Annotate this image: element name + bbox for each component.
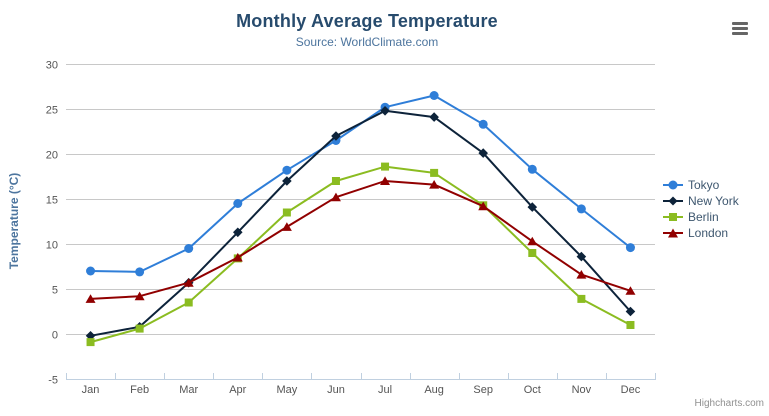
data-point-london[interactable] <box>183 278 194 287</box>
data-point-tokyo[interactable] <box>429 91 439 100</box>
data-point-berlin[interactable] <box>528 249 537 257</box>
square-marker-icon <box>663 213 683 221</box>
data-point-new-york[interactable] <box>85 331 96 341</box>
data-point-tokyo[interactable] <box>233 199 243 208</box>
data-point-tokyo[interactable] <box>478 119 488 129</box>
legend-item-label: London <box>688 226 729 240</box>
x-axis-label: Oct <box>524 384 541 396</box>
data-point-tokyo[interactable] <box>576 204 586 214</box>
data-point-tokyo[interactable] <box>135 267 145 277</box>
x-axis-label: Sep <box>473 384 493 396</box>
chart-subtitle: Source: WorldClimate.com <box>295 35 439 49</box>
data-point-new-york[interactable] <box>625 306 636 317</box>
y-axis-label: -5 <box>48 375 58 387</box>
data-point-berlin[interactable] <box>86 338 95 347</box>
data-point-berlin[interactable] <box>430 168 439 177</box>
data-point-new-york[interactable] <box>331 131 341 141</box>
diamond-marker-icon <box>663 196 683 206</box>
circle-marker-icon <box>663 180 683 190</box>
data-point-london[interactable] <box>281 222 292 231</box>
legend-item-tokyo[interactable]: Tokyo <box>663 177 739 193</box>
series-line-london <box>89 180 632 300</box>
data-point-london[interactable] <box>478 201 489 211</box>
y-axis-label: 20 <box>46 150 58 162</box>
x-axis-label: Dec <box>621 384 641 396</box>
x-axis-label: Jun <box>327 384 345 396</box>
data-point-new-york[interactable] <box>478 148 489 158</box>
legend-item-london[interactable]: London <box>663 225 739 241</box>
data-point-new-york[interactable] <box>380 106 390 116</box>
data-point-berlin[interactable] <box>577 294 586 303</box>
data-point-tokyo[interactable] <box>184 244 194 253</box>
data-point-london[interactable] <box>625 286 636 295</box>
legend: Tokyo New York Berlin London <box>663 177 739 241</box>
data-point-london[interactable] <box>576 270 587 279</box>
hamburger-menu-icon <box>732 21 748 35</box>
series-line-new-york <box>89 109 632 337</box>
data-point-london[interactable] <box>380 176 391 185</box>
series-line-berlin <box>89 165 632 344</box>
y-axis-label: 10 <box>46 240 58 252</box>
highcharts-credits-link[interactable]: Highcharts.com <box>694 398 764 409</box>
x-axis-label: Mar <box>179 384 198 396</box>
data-point-tokyo[interactable] <box>282 165 292 175</box>
series-line-tokyo <box>89 94 632 273</box>
legend-item-berlin[interactable]: Berlin <box>663 209 739 225</box>
triangle-marker-icon <box>663 228 683 238</box>
x-axis-label: Feb <box>130 384 149 396</box>
legend-item-label: New York <box>688 194 739 208</box>
data-point-london[interactable] <box>232 252 243 262</box>
legend-item-label: Berlin <box>688 210 719 224</box>
data-point-london[interactable] <box>85 294 96 303</box>
y-axis-label: 25 <box>46 105 58 117</box>
y-axis-label: 15 <box>46 195 58 207</box>
data-point-tokyo[interactable] <box>527 164 537 174</box>
data-point-berlin[interactable] <box>282 208 291 217</box>
chart-title: Monthly Average Temperature <box>236 11 498 31</box>
data-point-berlin[interactable] <box>381 162 390 171</box>
y-axis-label: 0 <box>52 330 58 342</box>
data-point-berlin[interactable] <box>626 321 635 329</box>
legend-item-label: Tokyo <box>688 178 720 192</box>
export-menu-button[interactable] <box>728 17 752 39</box>
data-point-london[interactable] <box>527 236 538 246</box>
x-axis-label: Aug <box>424 384 444 396</box>
x-axis-label: Nov <box>572 384 592 396</box>
y-axis-label: 30 <box>46 60 58 72</box>
data-point-tokyo[interactable] <box>86 266 96 276</box>
x-axis-label: Jul <box>378 384 392 396</box>
data-point-new-york[interactable] <box>576 251 587 262</box>
legend-item-new-york[interactable]: New York <box>663 193 739 209</box>
data-point-berlin[interactable] <box>135 324 144 333</box>
data-point-new-york[interactable] <box>527 202 538 212</box>
x-axis-label: Jan <box>82 384 100 396</box>
data-point-berlin[interactable] <box>331 177 340 185</box>
data-point-london[interactable] <box>330 192 341 202</box>
data-point-new-york[interactable] <box>429 112 439 122</box>
data-point-new-york[interactable] <box>232 227 243 238</box>
data-point-new-york[interactable] <box>282 176 292 186</box>
x-axis-label: May <box>276 384 297 396</box>
y-axis-label: 5 <box>52 285 58 297</box>
x-axis-label: Apr <box>229 384 246 396</box>
data-point-berlin[interactable] <box>184 298 193 307</box>
data-point-london[interactable] <box>429 180 440 189</box>
data-point-tokyo[interactable] <box>625 243 635 253</box>
data-point-london[interactable] <box>134 291 145 301</box>
